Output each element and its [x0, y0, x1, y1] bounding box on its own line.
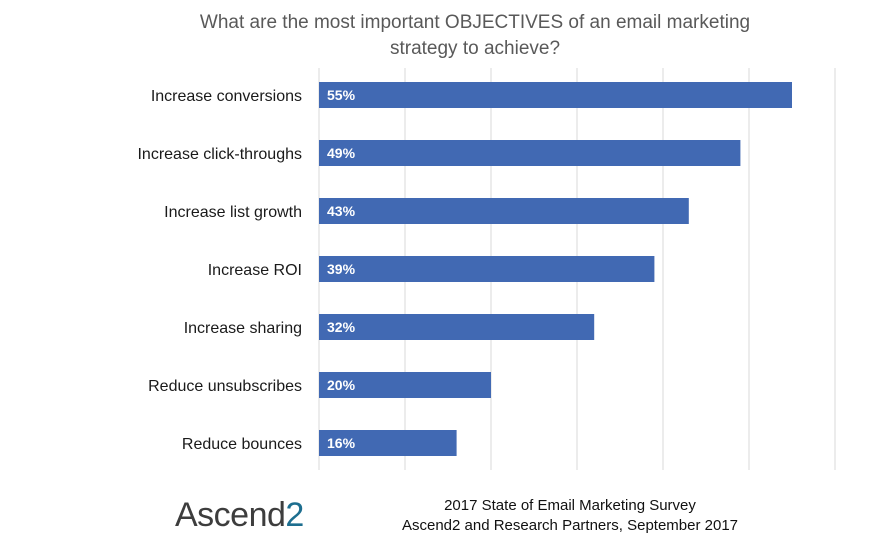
data-label: 49%: [327, 145, 356, 161]
chart-title-line-1: What are the most important OBJECTIVES o…: [200, 12, 750, 33]
bars: [319, 82, 792, 456]
category-labels: Increase conversions Increase click-throu…: [137, 88, 302, 453]
bar: [319, 430, 457, 456]
category-label: Increase ROI: [208, 262, 302, 279]
category-label: Increase conversions: [151, 88, 302, 105]
data-label: 43%: [327, 203, 356, 219]
category-label: Increase sharing: [184, 320, 302, 337]
source-line-1: 2017 State of Email Marketing Survey: [444, 497, 696, 514]
category-label: Increase click-throughs: [137, 146, 302, 163]
source-caption: 2017 State of Email Marketing Survey Asc…: [400, 496, 740, 536]
bar: [319, 140, 741, 166]
chart-title: What are the most important OBJECTIVES o…: [200, 12, 750, 59]
chart-title-line-2: strategy to achieve?: [390, 38, 560, 59]
data-label: 32%: [327, 319, 356, 335]
bar: [319, 314, 595, 340]
data-label: 55%: [327, 87, 356, 103]
bar: [319, 256, 655, 282]
ascend2-logo: Ascend2: [175, 496, 304, 534]
data-label: 16%: [327, 435, 356, 451]
data-label: 20%: [327, 377, 356, 393]
source-line-2: Ascend2 and Research Partners, September…: [401, 517, 739, 534]
category-label: Increase list growth: [164, 204, 302, 221]
bar: [319, 198, 689, 224]
category-label: Reduce bounces: [182, 436, 302, 453]
category-label: Reduce unsubscribes: [148, 378, 302, 395]
bar: [319, 82, 792, 108]
data-label: 39%: [327, 261, 356, 277]
value-labels: 55% 49% 43% 39% 32% 20% 16%: [327, 87, 356, 451]
bar: [319, 372, 491, 398]
